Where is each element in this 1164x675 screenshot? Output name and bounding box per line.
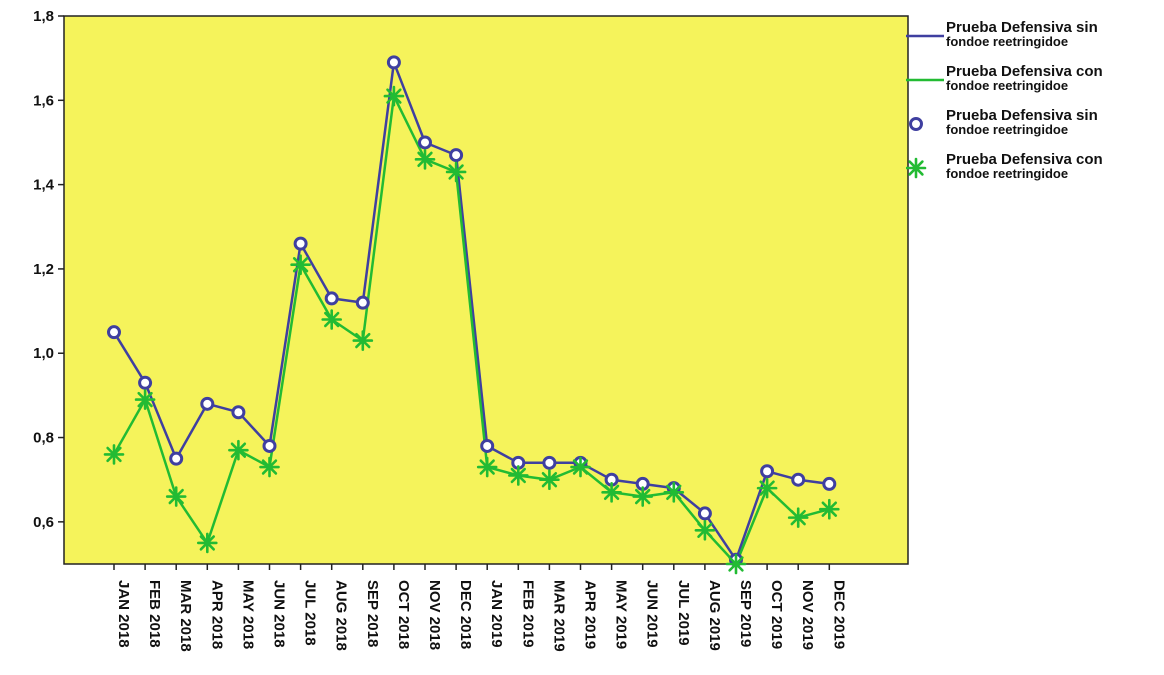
data-point-circle [760,464,775,479]
x-tick-label: JAN 2018 [115,580,132,648]
data-point-star [259,456,280,478]
data-point-star [103,444,125,465]
legend-label-line1: Prueba Defensiva con [946,63,1103,80]
x-tick-label: JUN 2019 [644,580,661,648]
data-point-star [756,477,778,499]
data-point-star [476,456,498,478]
x-tick-label: JUL 2018 [302,580,319,646]
x-axis: JAN 2018 FEB 2018 MAR 2018 APR 2018 MAY 2018… [113,564,847,652]
data-point-circle [697,506,712,521]
x-tick-label: NOV 2019 [799,580,816,650]
x-tick-label: DEC 2019 [830,580,847,649]
legend-label-line2: fondoe reetringidoe [946,122,1069,137]
data-point-star [134,389,156,410]
y-tick-label: 0,8 [33,430,54,447]
x-tick-label: AUG 2019 [706,580,723,651]
x-tick-label: APR 2018 [208,580,225,649]
legend-item-marker-sin: Prueba Defensiva sin fondoe reetringidoe [906,108,1164,152]
x-tick-label: JAN 2019 [488,580,505,648]
data-point-circle [386,55,401,70]
data-point-star [507,465,529,486]
legend: Prueba Defensiva sin fondoe reetringidoe… [906,20,1164,196]
series-layer [103,55,840,575]
x-tick-label: OCT 2018 [395,580,412,649]
x-tick-label: AUG 2018 [333,580,350,651]
data-point-star [414,149,436,170]
data-point-star [445,161,467,183]
data-point-circle [138,375,153,390]
data-point-star [228,439,249,461]
y-axis: 0,6 0,8 1,0 1,2 1,4 1,6 1,8 [33,8,64,531]
data-point-circle [107,325,121,340]
data-point-circle [293,236,308,251]
x-tick-label: MAR 2019 [550,580,567,652]
x-tick-label: OCT 2019 [768,580,785,649]
data-point-circle [169,451,184,466]
data-point-circle [355,295,370,310]
data-point-star [663,482,685,503]
x-tick-label: MAY 2019 [613,580,630,649]
x-tick-label: FEB 2018 [146,580,163,648]
legend-label-line2: fondoe reetringidoe [946,34,1069,49]
data-point-star [570,456,591,478]
data-point-circle [480,438,495,453]
y-tick-label: 0,6 [33,514,54,531]
data-point-star [694,519,716,541]
data-point-star [383,85,405,107]
data-point-circle [542,455,557,470]
x-tick-label: JUL 2019 [675,580,692,646]
data-point-star [787,507,809,528]
legend-label-line1: Prueba Defensiva con [946,151,1103,168]
x-tick-label: FEB 2019 [519,580,536,648]
x-tick-label: SEP 2019 [737,580,754,647]
data-point-circle [418,135,432,150]
data-point-star [290,254,311,276]
data-point-circle [324,291,339,306]
data-point-star [818,498,840,520]
legend-label-line1: Prueba Defensiva sin [946,19,1098,36]
legend-label-line2: fondoe reetringidoe [946,78,1069,93]
data-point-star [601,482,622,503]
y-tick-label: 1,4 [33,177,55,194]
legend-line-key-green [906,78,944,82]
y-tick-label: 1,0 [33,345,54,362]
data-point-circle [449,148,464,163]
legend-item-line-con: Prueba Defensiva con fondoe reetringidoe [906,64,1164,108]
data-point-star [539,469,560,490]
legend-item-line-sin: Prueba Defensiva sin fondoe reetringidoe [906,20,1164,64]
data-point-circle [791,472,806,487]
x-tick-label: JUN 2018 [271,580,288,648]
data-point-star [197,532,218,554]
x-tick-label: MAR 2018 [177,580,194,652]
data-point-star [632,486,654,507]
data-point-star [321,309,343,330]
x-tick-label: DEC 2018 [457,580,474,649]
x-tick-label: SEP 2018 [364,580,381,647]
plot-area [63,15,909,565]
y-tick-label: 1,8 [33,8,54,25]
data-point-circle [262,438,277,453]
y-tick-label: 1,2 [33,261,54,278]
y-tick-label: 1,6 [33,92,54,109]
data-point-circle [822,476,837,491]
data-point-circle [200,396,215,411]
legend-label-line2: fondoe reetringidoe [946,166,1069,181]
x-tick-label: MAY 2018 [239,580,256,649]
legend-label-line1: Prueba Defensiva sin [946,107,1098,124]
legend-item-marker-con: Prueba Defensiva con fondoe reetringidoe [906,152,1164,196]
legend-star-marker-icon [906,157,927,179]
x-tick-label: APR 2019 [582,580,599,649]
data-point-circle [231,405,246,420]
legend-circle-marker-icon [909,117,923,131]
data-point-star [165,486,187,507]
data-point-star [725,553,747,575]
x-tick-label: NOV 2018 [426,580,443,650]
legend-line-key-blue [906,34,944,38]
data-point-star [352,330,374,351]
